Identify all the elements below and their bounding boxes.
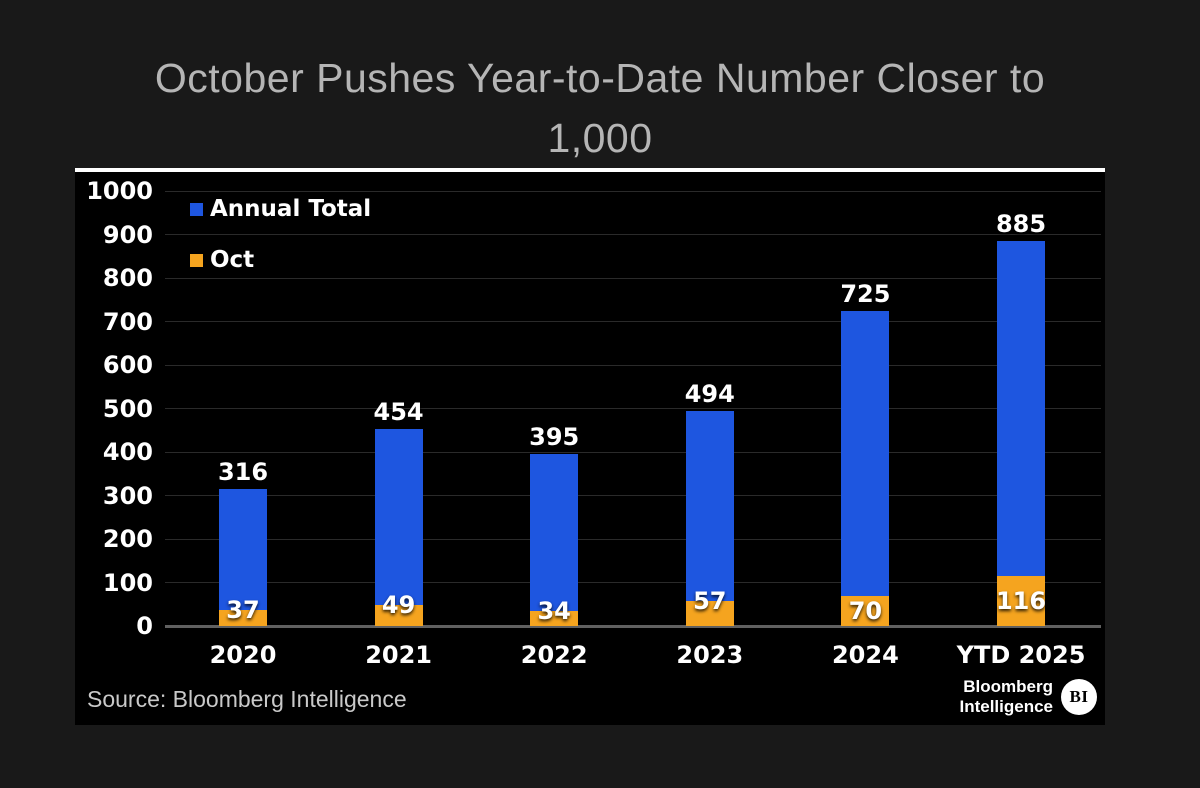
bar-oct-label: 57 xyxy=(693,587,727,615)
bar-annual-total xyxy=(374,429,423,626)
legend: Annual Total Oct xyxy=(190,196,371,273)
bar-oct xyxy=(685,601,734,626)
bloomberg-logo: Bloomberg Intelligence BI xyxy=(959,677,1097,717)
logo-wordmark: Bloomberg Intelligence xyxy=(959,677,1053,717)
source-note: Source: Bloomberg Intelligence xyxy=(87,686,407,712)
y-tick-label: 600 xyxy=(102,351,153,379)
y-tick-label: 200 xyxy=(102,525,153,553)
x-tick-label: 2022 xyxy=(520,641,588,669)
bi-badge-icon: BI xyxy=(1061,679,1097,715)
chart-panel: 0 100 200 300 400 500 600 700 800 900 1000 316 37 202… xyxy=(75,168,1105,725)
bar-annual-total xyxy=(997,241,1045,626)
bar-oct-label: 70 xyxy=(848,597,883,625)
bar-oct xyxy=(530,611,579,626)
x-tick-label: 2023 xyxy=(676,641,744,669)
gridline xyxy=(165,538,1101,540)
gridline xyxy=(165,190,1101,192)
gridline xyxy=(165,451,1101,453)
y-tick-label: 100 xyxy=(102,568,153,597)
gridline xyxy=(165,408,1101,409)
chart-title: October Pushes Year-to-Date Number Close… xyxy=(154,55,1046,161)
x-axis-line xyxy=(165,625,1101,628)
bar-annual-total xyxy=(530,454,579,626)
bar-oct xyxy=(997,576,1045,626)
bar-oct xyxy=(219,610,267,626)
gridline xyxy=(165,321,1101,322)
x-tick-label: 2020 xyxy=(209,641,277,669)
bar-oct-label: 116 xyxy=(995,587,1047,615)
y-tick-label: 0 xyxy=(136,612,153,640)
y-tick-label: 800 xyxy=(102,264,153,292)
gridline xyxy=(165,277,1101,279)
bar-oct-label: 49 xyxy=(381,591,416,619)
bar-oct-label: 34 xyxy=(537,597,571,625)
bar-total-label: 494 xyxy=(684,380,735,408)
y-tick-label: 300 xyxy=(102,481,153,510)
x-tick-label: 2024 xyxy=(831,641,899,669)
y-tick-label: 400 xyxy=(102,438,153,466)
bar-total-label: 395 xyxy=(529,423,580,451)
bar-oct-label: 37 xyxy=(226,596,260,624)
logo-line2: Intelligence xyxy=(959,697,1053,716)
gridline xyxy=(165,495,1101,496)
bar-total-label: 885 xyxy=(995,210,1047,238)
gridline xyxy=(165,582,1101,583)
bar-total-label: 725 xyxy=(840,280,891,308)
y-tick-label: 1000 xyxy=(86,177,153,205)
logo-line1: Bloomberg xyxy=(963,677,1053,696)
bar-annual-total xyxy=(219,489,267,626)
y-tick-label: 700 xyxy=(102,307,153,336)
y-tick-label: 900 xyxy=(102,220,153,249)
plot-area: 0 100 200 300 400 500 600 700 800 900 1000 316 37 202… xyxy=(75,172,1105,725)
gridline xyxy=(165,364,1101,366)
legend-label: Oct xyxy=(210,247,255,273)
bar-annual-total xyxy=(685,411,734,626)
x-tick-label: YTD 2025 xyxy=(956,641,1086,669)
legend-item: Oct xyxy=(190,247,371,273)
bar-oct xyxy=(374,605,423,626)
legend-item: Annual Total xyxy=(190,196,371,222)
bar-total-label: 454 xyxy=(373,398,424,426)
y-tick-label: 500 xyxy=(102,394,153,423)
gridline xyxy=(165,234,1101,235)
bar-oct xyxy=(841,596,890,626)
legend-label: Annual Total xyxy=(210,196,372,222)
bar-total-label: 316 xyxy=(217,458,269,486)
x-tick-label: 2021 xyxy=(365,641,432,669)
legend-swatch-icon xyxy=(190,253,203,267)
legend-swatch-icon xyxy=(190,202,203,216)
bar-annual-total xyxy=(841,311,890,626)
